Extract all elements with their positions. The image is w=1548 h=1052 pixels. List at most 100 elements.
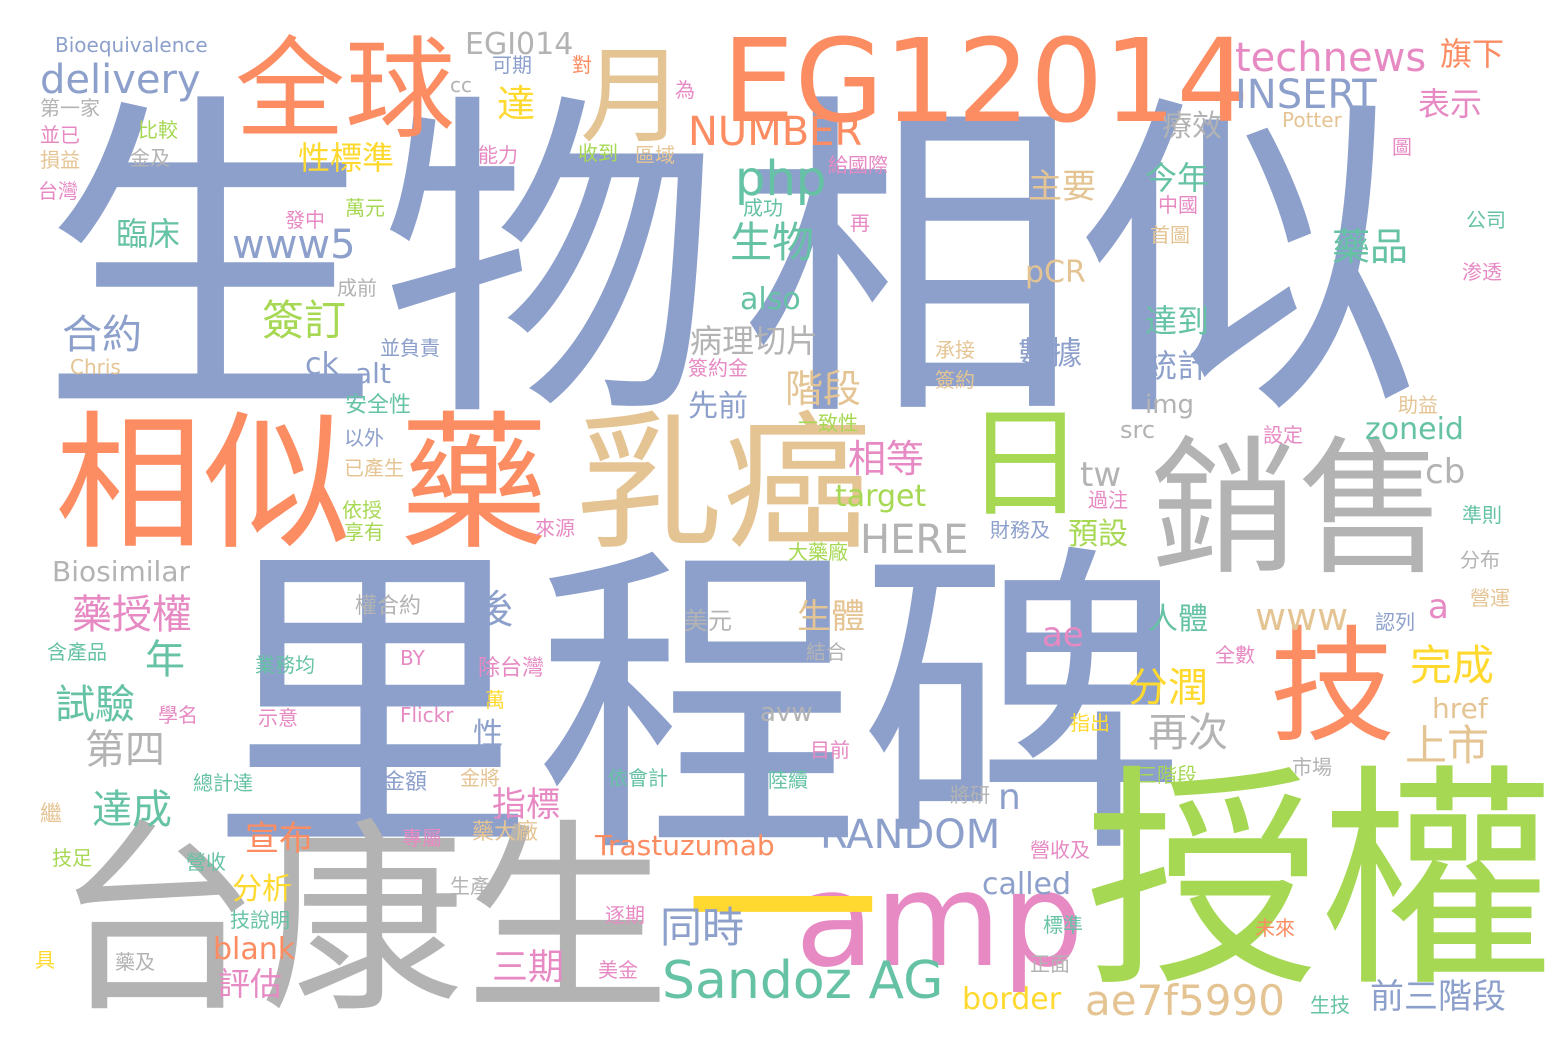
cloud-word: cc	[450, 73, 472, 97]
cloud-word: 月	[580, 36, 686, 158]
cloud-word: 完成	[1410, 641, 1495, 690]
cloud-word: 藥大廠	[472, 820, 539, 845]
cloud-word: 金額	[383, 770, 428, 795]
cloud-word: alt	[355, 357, 391, 390]
cloud-word: 藥及	[115, 950, 155, 974]
cloud-word: 上市	[1405, 721, 1490, 770]
cloud-word: 今年	[1145, 159, 1210, 197]
cloud-word: 達成	[92, 787, 172, 833]
cloud-word: 萬	[485, 688, 505, 712]
cloud-word: src	[1120, 416, 1156, 444]
cloud-word: blank	[213, 932, 296, 967]
cloud-word: avw	[760, 698, 813, 728]
cloud-word: 除台灣	[478, 656, 545, 681]
cloud-word: 成前	[337, 276, 377, 300]
cloud-word: 營運	[1470, 586, 1510, 610]
cloud-word: RANDOM	[820, 812, 1001, 858]
cloud-word: img	[1145, 390, 1195, 420]
cloud-word: 技	[1270, 615, 1395, 760]
cloud-word: 認列	[1375, 610, 1415, 634]
cloud-word: 達到	[1145, 302, 1210, 340]
cloud-word: ae7f5990	[1085, 976, 1285, 1025]
cloud-word: 全球	[235, 26, 455, 154]
cloud-word: 統計	[1145, 347, 1210, 385]
cloud-word: 專屬	[402, 826, 442, 850]
cloud-word: 指標	[492, 785, 560, 825]
cloud-word: 未來	[1255, 916, 1295, 940]
cloud-word: also	[740, 282, 801, 317]
cloud-word: 第一家	[40, 96, 100, 120]
cloud-word: 臨床	[116, 215, 181, 253]
cloud-word: 三階段	[1137, 763, 1197, 787]
cloud-word: 總計達	[193, 771, 253, 795]
cloud-word: 里程碑	[210, 518, 1185, 897]
cloud-word: a	[1428, 587, 1449, 627]
cloud-word: 逐期	[605, 903, 645, 927]
cloud-word: 依會計	[608, 766, 668, 790]
cloud-word: 技足	[52, 846, 92, 870]
cloud-word: 簽訂	[262, 296, 347, 345]
cloud-word: 再次	[1148, 710, 1228, 756]
cloud-word: 技說明	[230, 908, 290, 932]
cloud-word: 相似	[740, 67, 1420, 463]
cloud-word: 數據	[1018, 334, 1083, 372]
cloud-word: 圖	[1392, 135, 1412, 159]
cloud-word: 含產品	[47, 640, 107, 664]
cloud-word: 主要	[1028, 167, 1096, 207]
cloud-word: border	[962, 982, 1062, 1017]
cloud-word: 先前	[688, 389, 748, 424]
cloud-word: 繼	[40, 802, 63, 827]
cloud-word: 首圖	[1150, 223, 1190, 247]
cloud-word: 生產	[450, 874, 490, 898]
cloud-word: 發中	[285, 208, 325, 232]
cloud-word: amp	[795, 844, 1084, 996]
cloud-word: 營收及	[1030, 838, 1090, 862]
cloud-word: 給國際	[828, 153, 888, 177]
cloud-word: 享有	[344, 520, 384, 544]
cloud-word: 財務及	[990, 518, 1050, 542]
cloud-word: called	[982, 867, 1072, 902]
cloud-word: 承接	[935, 338, 975, 362]
cloud-word: 達	[497, 82, 536, 126]
cloud-word: 準則	[1462, 503, 1502, 527]
cloud-word: 一	[685, 799, 880, 1026]
cloud-word: ck	[305, 347, 339, 382]
cloud-word: 生物	[730, 218, 815, 267]
cloud-word: Trastuzumab	[595, 829, 775, 862]
cloud-word: EG12014	[722, 15, 1250, 149]
cloud-word: 標準	[1043, 913, 1083, 937]
cloud-word: 美元	[684, 607, 732, 635]
cloud-word: 生體	[797, 597, 865, 637]
cloud-word: 簽約金	[688, 356, 748, 380]
cloud-word: Sandoz AG	[662, 951, 944, 1011]
cloud-word: 金將	[460, 766, 500, 790]
cloud-word: 結合	[806, 640, 846, 664]
cloud-word: delivery	[40, 57, 201, 103]
cloud-word: 來源	[535, 516, 575, 540]
cloud-word: cb	[1425, 452, 1466, 492]
cloud-word: 能力	[478, 143, 518, 167]
cloud-word: 宣布	[245, 819, 313, 859]
cloud-word: 生物	[40, 67, 720, 463]
cloud-word: HERE	[860, 517, 969, 563]
cloud-word: 美金	[598, 958, 638, 982]
cloud-word: 收到	[578, 141, 618, 165]
cloud-word: href	[1432, 692, 1488, 725]
cloud-word: 過注	[1088, 488, 1128, 512]
cloud-word: EGI014	[465, 27, 574, 62]
cloud-word: zoneid	[1365, 412, 1464, 447]
cloud-word: 簽約	[935, 368, 975, 392]
cloud-word: 乳癌	[575, 398, 871, 570]
cloud-word: 陸續	[768, 768, 808, 792]
cloud-word: INSERT	[1235, 72, 1377, 118]
cloud-word: www	[1255, 595, 1349, 639]
cloud-word: 相似	[55, 398, 351, 570]
cloud-word: Biosimilar	[52, 555, 190, 588]
cloud-word: pCR	[1025, 255, 1086, 290]
cloud-word: ae	[1042, 615, 1084, 655]
cloud-word: NUMBER	[688, 109, 863, 155]
cloud-word: 萬元	[345, 196, 385, 220]
cloud-word: 大藥廠	[788, 540, 848, 564]
cloud-word: 同時	[660, 903, 745, 952]
cloud-word: 權合約	[355, 594, 422, 619]
